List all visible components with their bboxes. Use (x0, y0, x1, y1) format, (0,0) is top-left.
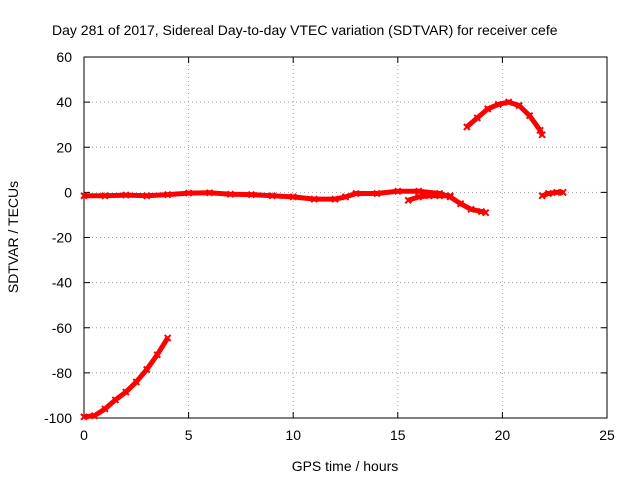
data-point (268, 192, 276, 200)
data-point (553, 188, 561, 197)
data-point (538, 131, 546, 139)
data-point (80, 413, 88, 421)
data-point (143, 365, 151, 374)
data-point (111, 396, 120, 404)
data-point (404, 196, 412, 204)
data-point (352, 189, 360, 198)
series-segment-3 (404, 192, 454, 204)
y-tick-label: -100 (44, 410, 72, 426)
data-point (373, 189, 381, 198)
y-tick-label: 0 (64, 184, 72, 200)
series-line (541, 189, 564, 199)
data-point (415, 187, 423, 195)
data-point (446, 192, 454, 200)
y-tick-label: -60 (52, 320, 72, 336)
data-point (101, 192, 109, 200)
series-segment-5 (538, 188, 567, 200)
data-point (538, 192, 546, 200)
data-point (525, 111, 534, 120)
data-point (394, 187, 402, 195)
data-point (544, 189, 553, 198)
data-point (143, 192, 151, 200)
data-point (536, 126, 544, 135)
data-point (504, 98, 513, 106)
data-point (484, 105, 492, 113)
data-point (341, 193, 350, 201)
y-tick-label: 40 (56, 94, 72, 110)
y-tick-label: -20 (52, 230, 72, 246)
x-tick-label: 20 (495, 427, 511, 443)
x-tick-label: 5 (185, 427, 193, 443)
data-point (463, 123, 471, 131)
chart-title: Day 281 of 2017, Sidereal Day-to-day VTE… (52, 22, 558, 38)
data-point (456, 199, 465, 208)
data-point (515, 101, 523, 110)
data-point (163, 334, 172, 342)
y-tick-label: 20 (56, 139, 72, 155)
series-segment-4 (463, 98, 546, 139)
ticks: 0 5 10 15 20 25 -100 -80 -60 -40 -20 0 20 40 60 (44, 49, 615, 443)
data-point (153, 351, 161, 359)
x-tick-label: 25 (599, 427, 615, 443)
data-point (289, 193, 297, 201)
data-point (122, 191, 130, 199)
data-point (481, 208, 490, 217)
data-point (226, 190, 235, 198)
data-point (473, 114, 482, 122)
x-axis-label: GPS time / hours (292, 458, 399, 474)
grid (84, 57, 607, 418)
data-series (80, 98, 567, 421)
data-point (559, 188, 567, 197)
data-point (101, 405, 109, 413)
data-point (132, 378, 141, 386)
series-segment-1 (80, 334, 172, 421)
x-tick-label: 0 (80, 427, 88, 443)
x-tick-label: 10 (285, 427, 301, 443)
data-point (90, 412, 99, 420)
data-point (205, 189, 214, 197)
data-point (163, 190, 172, 199)
data-point (184, 189, 193, 197)
data-point (331, 195, 339, 203)
data-point (415, 193, 423, 201)
y-axis-label: SDTVAR / TECUs (5, 181, 21, 293)
data-point (80, 192, 88, 200)
y-tick-label: 60 (56, 49, 72, 65)
y-tick-label: -40 (52, 275, 72, 291)
data-point (310, 195, 318, 203)
data-point (425, 192, 433, 200)
data-point (122, 388, 130, 396)
x-tick-label: 15 (390, 427, 406, 443)
data-point (435, 192, 444, 200)
data-point (467, 205, 475, 214)
data-point (247, 190, 256, 199)
y-tick-label: -80 (52, 365, 72, 381)
data-point (494, 100, 502, 109)
